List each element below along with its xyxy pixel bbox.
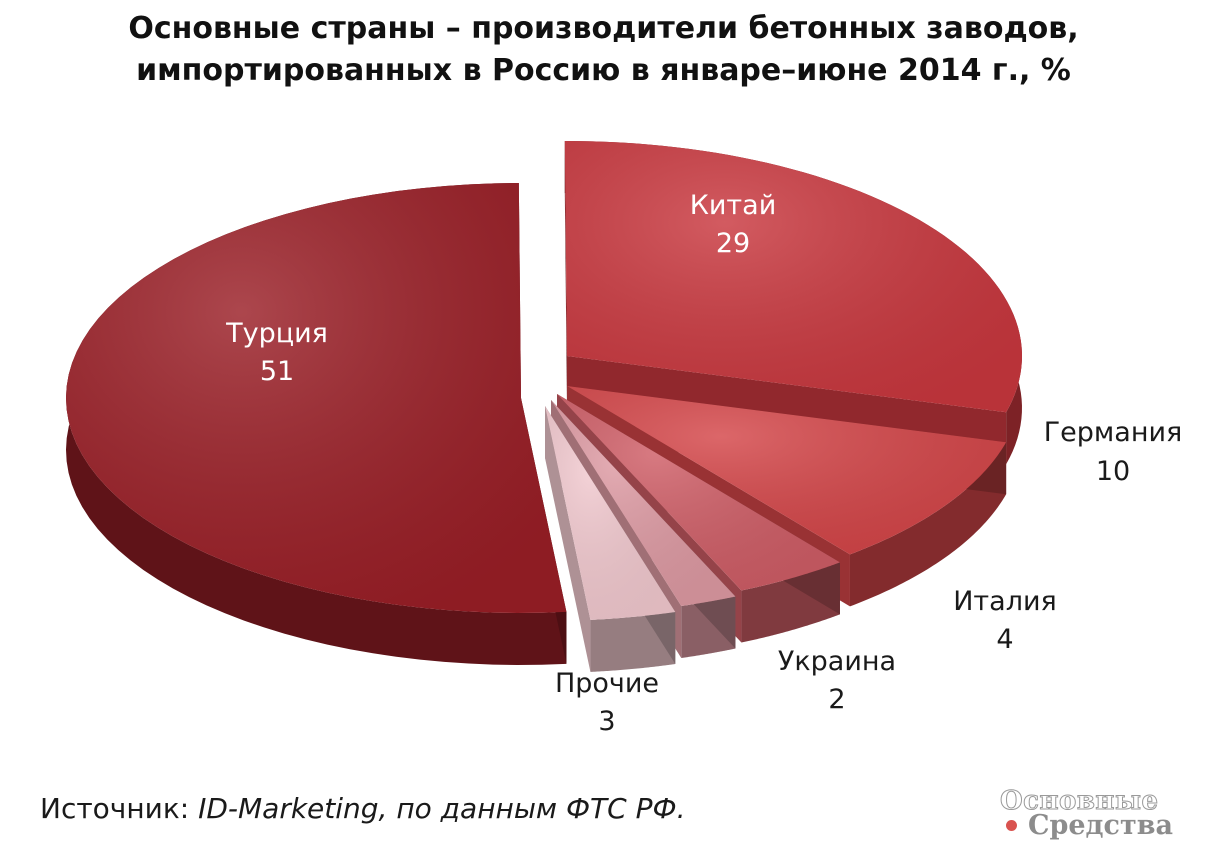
logo-dot-icon (1006, 820, 1017, 831)
chart-title: Основные страны – производители бетонных… (0, 8, 1207, 92)
slice-gloss-2 (567, 386, 1007, 555)
slice-value-5: 3 (598, 706, 615, 737)
slice-label-0: Турция (225, 318, 328, 349)
slice-gloss-3 (557, 394, 840, 591)
slice-1 (564, 141, 1022, 465)
publisher-logo: Основные Средства (998, 786, 1198, 846)
slice-label-4: Украина (778, 646, 896, 677)
chart-title-line-1: Основные страны – производители бетонных… (128, 11, 1079, 46)
slice-5 (545, 406, 676, 672)
slice-label-5: Прочие (555, 668, 659, 699)
source-text: ID-Marketing, по данным ФТС РФ. (198, 792, 686, 825)
slice-gloss-4 (551, 400, 736, 606)
slice-gloss-0 (66, 183, 567, 613)
slice-value-4: 2 (828, 684, 845, 715)
slice-0 (66, 183, 567, 665)
slice-label-1: Китай (690, 190, 777, 221)
slice-gloss-5 (545, 406, 676, 620)
logo-line-2: Средства (1028, 810, 1173, 841)
slice-label-3: Италия (953, 586, 1057, 617)
slice-value-1: 29 (716, 228, 750, 259)
logo-line-1: Основные (1000, 786, 1159, 817)
slice-value-0: 51 (260, 356, 294, 387)
slice-value-3: 4 (996, 624, 1013, 655)
slice-value-2: 10 (1096, 456, 1130, 487)
slice-side-2 (849, 442, 1007, 607)
slice-label-2: Германия (1044, 417, 1183, 448)
slice-wall-5-1 (545, 406, 591, 672)
source-prefix: Источник: (40, 792, 199, 825)
slice-gloss-1 (564, 141, 1022, 413)
source-note: Источник: ID-Marketing, по данным ФТС РФ… (40, 792, 686, 825)
chart-title-line-2: импортированных в Россию в январе–июне 2… (136, 53, 1071, 88)
slice-wall-1-0 (564, 141, 567, 408)
